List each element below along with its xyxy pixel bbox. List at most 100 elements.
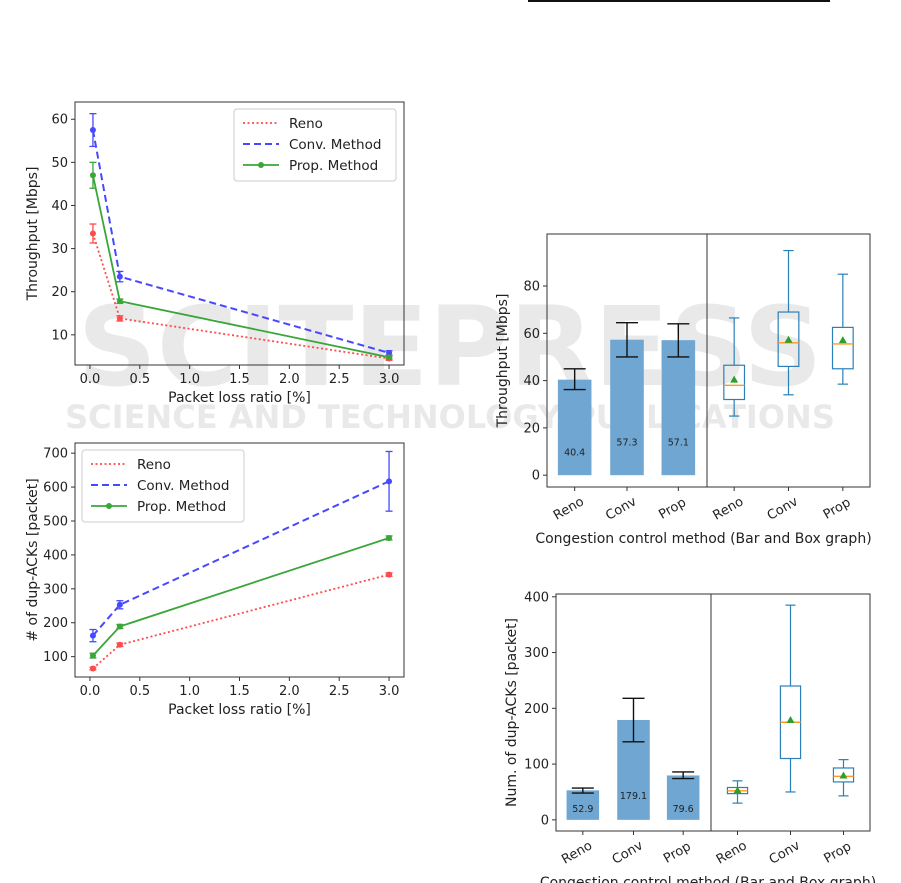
y-tick-label: 100: [43, 650, 68, 665]
bar: [661, 340, 696, 476]
y-tick-label: 60: [51, 113, 68, 128]
y-tick-label: 0: [541, 813, 549, 828]
box-mean-marker: [730, 375, 739, 383]
y-tick-label: 10: [51, 328, 68, 343]
series-line-reno: [92, 573, 390, 670]
x-tick-label: 3.0: [379, 372, 400, 387]
data-point: [89, 172, 96, 179]
data-point: [386, 534, 393, 541]
y-tick-label: 20: [523, 421, 540, 436]
legend-marker: [258, 162, 264, 168]
y-tick-label: 500: [43, 515, 68, 530]
bar-value-label: 179.1: [620, 791, 647, 802]
bar-value-label: 79.6: [673, 804, 694, 815]
data-point: [89, 127, 96, 134]
x-tick-label: Conv: [603, 494, 639, 524]
bar-value-label: 52.9: [572, 804, 593, 815]
y-tick-label: 200: [43, 616, 68, 631]
x-tick-label: Prop: [656, 495, 689, 522]
bar: [610, 339, 644, 476]
x-tick-label: 0.0: [80, 372, 101, 387]
x-tick-label: 1.5: [229, 684, 250, 699]
x-tick-label: 2.0: [279, 684, 300, 699]
bar-value-label: 57.3: [616, 437, 637, 448]
x-tick-label: 2.5: [329, 372, 350, 387]
box-iqr: [831, 326, 854, 370]
y-axis-label: # of dup-ACKs [packet]: [25, 478, 41, 641]
bar: [666, 775, 700, 820]
legend-label: Reno: [137, 457, 171, 473]
x-tick-label: Conv: [610, 838, 646, 868]
x-tick-label: 1.5: [229, 372, 250, 387]
legend-marker: [106, 503, 112, 509]
data-point: [116, 623, 123, 630]
throughput-bar-box-chart: 0 20 40 60 80 Throughput [Mbps] Congestion con…: [495, 233, 872, 547]
x-tick-label: Reno: [714, 838, 750, 867]
x-tick-label: 3.0: [379, 684, 400, 699]
x-axis-label: Packet loss ratio [%]: [168, 390, 311, 406]
y-axis-label: Num. of dup-ACKs [packet]: [504, 618, 520, 807]
watermark-title: SCITEPRESS: [77, 283, 822, 411]
top-rule: [528, 0, 830, 2]
x-tick-label: Prop: [661, 839, 694, 866]
y-axis-label: Throughput [Mbps]: [495, 294, 511, 429]
y-tick-label: 400: [43, 548, 68, 563]
y-tick-label: 40: [51, 199, 68, 214]
y-tick-label: 40: [523, 374, 540, 389]
bar-value-label: 57.1: [668, 437, 689, 448]
y-tick-label: 400: [524, 590, 549, 605]
x-axis-label: Congestion control method (Bar and Box g…: [535, 531, 871, 547]
data-point: [116, 273, 123, 280]
y-tick-label: 80: [523, 280, 540, 295]
y-tick-label: 600: [43, 481, 68, 496]
dup-acks-bar-box-chart: 0 100 200 300 400 Num. of dup-ACKs [packet] Co…: [504, 590, 876, 883]
y-tick-label: 30: [51, 242, 68, 257]
legend-box: [233, 108, 397, 182]
plot-frame: [546, 233, 871, 488]
data-point: [89, 230, 96, 237]
box-mean-marker: [784, 335, 793, 343]
x-tick-label: 0.5: [129, 684, 150, 699]
x-axis-label: Packet loss ratio [%]: [168, 702, 311, 718]
bar: [557, 379, 592, 476]
data-point: [386, 478, 393, 485]
x-tick-label: Conv: [765, 494, 801, 524]
data-point: [89, 665, 96, 672]
x-tick-label: Reno: [711, 494, 747, 523]
data-point: [386, 354, 393, 361]
x-tick-label: Prop: [821, 495, 854, 522]
bar-value-label: 40.4: [564, 447, 585, 458]
box-mean-marker: [733, 786, 742, 794]
y-tick-label: 20: [51, 285, 68, 300]
y-tick-label: 700: [43, 447, 68, 462]
y-tick-label: 300: [524, 646, 549, 661]
x-tick-label: Reno: [559, 838, 595, 867]
box-mean-marker: [838, 336, 847, 344]
legend-label: Conv. Method: [137, 478, 229, 494]
y-tick-label: 100: [524, 758, 549, 773]
data-point: [89, 632, 96, 639]
series-line-reno: [92, 233, 390, 360]
legend-label: Conv. Method: [289, 137, 381, 153]
x-tick-label: 2.0: [279, 372, 300, 387]
x-tick-label: 2.5: [329, 684, 350, 699]
y-tick-label: 300: [43, 582, 68, 597]
box-iqr: [832, 767, 855, 783]
series-line-conv-method: [92, 480, 390, 637]
data-point: [116, 298, 123, 305]
data-point: [386, 571, 393, 578]
y-tick-label: 50: [51, 156, 68, 171]
y-axis-label: Throughput [Mbps]: [25, 167, 41, 302]
data-point: [116, 315, 123, 322]
x-tick-label: Reno: [551, 494, 587, 523]
box-mean-marker: [839, 771, 848, 779]
x-tick-label: 0.5: [129, 372, 150, 387]
y-tick-label: 200: [524, 702, 549, 717]
throughput-line-chart: 0.0 0.5 1.0 1.5 2.0 2.5 3.0 10 20 30 40 50 60 Packet …: [25, 101, 405, 406]
y-tick-label: 0: [532, 469, 540, 484]
y-tick-label: 60: [523, 327, 540, 342]
legend-label: Prop. Method: [137, 499, 226, 515]
plot-frame: [555, 593, 871, 832]
data-point: [89, 652, 96, 659]
